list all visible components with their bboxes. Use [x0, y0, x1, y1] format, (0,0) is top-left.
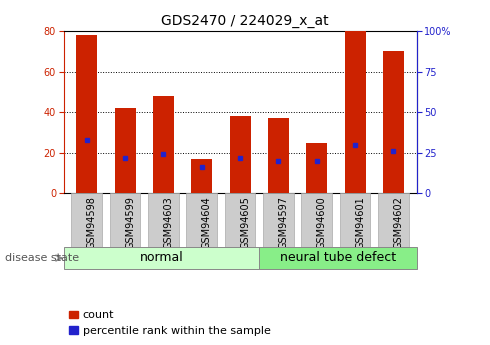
FancyBboxPatch shape [225, 193, 255, 247]
Text: GSM94598: GSM94598 [87, 196, 97, 249]
Bar [229, 116, 251, 193]
Text: GSM94605: GSM94605 [240, 196, 250, 249]
Text: GSM94599: GSM94599 [125, 196, 135, 249]
FancyBboxPatch shape [378, 193, 409, 247]
FancyBboxPatch shape [259, 247, 416, 269]
Bar [76, 35, 97, 193]
Text: GSM94601: GSM94601 [355, 196, 365, 249]
FancyBboxPatch shape [72, 193, 102, 247]
Text: disease state: disease state [5, 253, 79, 263]
Bar [306, 142, 327, 193]
FancyBboxPatch shape [186, 193, 217, 247]
FancyBboxPatch shape [301, 193, 332, 247]
Text: GSM94603: GSM94603 [163, 196, 173, 249]
Text: GDS2470 / 224029_x_at: GDS2470 / 224029_x_at [161, 14, 329, 28]
Bar [383, 51, 404, 193]
Legend: count, percentile rank within the sample: count, percentile rank within the sample [69, 310, 270, 336]
Text: GSM94600: GSM94600 [317, 196, 327, 249]
Bar [153, 96, 174, 193]
Bar [191, 159, 212, 193]
Bar [268, 118, 289, 193]
FancyBboxPatch shape [110, 193, 141, 247]
Text: neural tube defect: neural tube defect [280, 252, 396, 264]
FancyBboxPatch shape [263, 193, 294, 247]
Bar [344, 31, 366, 193]
Text: GSM94604: GSM94604 [202, 196, 212, 249]
Bar [115, 108, 136, 193]
Text: GSM94602: GSM94602 [393, 196, 403, 249]
FancyBboxPatch shape [148, 193, 179, 247]
Text: GSM94597: GSM94597 [278, 196, 289, 249]
FancyBboxPatch shape [64, 247, 259, 269]
Text: normal: normal [140, 252, 183, 264]
FancyBboxPatch shape [340, 193, 370, 247]
